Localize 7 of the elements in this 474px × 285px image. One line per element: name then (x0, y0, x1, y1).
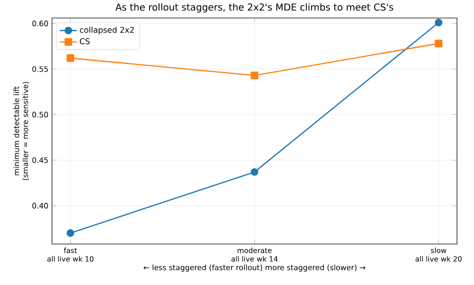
point (434, 40, 442, 48)
point (250, 72, 258, 80)
point (250, 168, 258, 176)
point (66, 229, 74, 237)
point (66, 54, 74, 62)
chart-title: As the rollout staggers, the 2x2's MDE climbs to meet CS's (115, 3, 394, 12)
point (434, 18, 442, 26)
